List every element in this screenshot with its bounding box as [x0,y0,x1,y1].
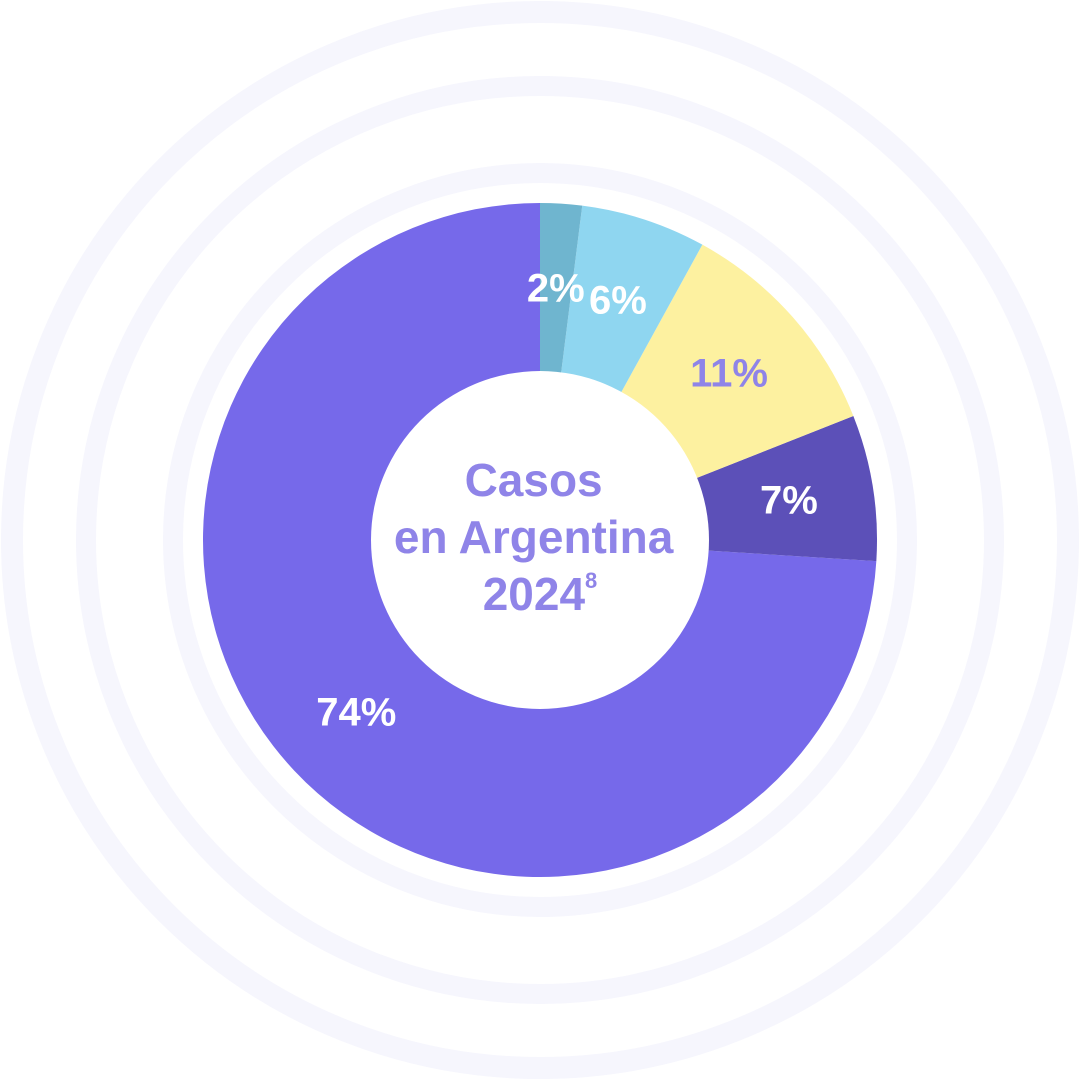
slice-label: 7% [760,479,818,523]
chart-title-line-3: 2024 [483,568,586,620]
slice-label: 2% [527,266,585,310]
donut-hole [371,371,709,709]
chart-title: Casos en Argentina 20248 [394,454,686,620]
background-ring [163,163,917,917]
chart-title-line-2: en Argentina [394,511,674,563]
slice-labels: 74% 7% 11% 6%2% [316,266,818,734]
chart-title-line-1: Casos [465,454,603,506]
background-ring [76,76,1004,1004]
slice-label: 11% [690,351,768,395]
slice-label: 6% [589,278,647,322]
slice-label: 74% [316,691,396,735]
chart-title-footnote: 8 [585,568,597,593]
